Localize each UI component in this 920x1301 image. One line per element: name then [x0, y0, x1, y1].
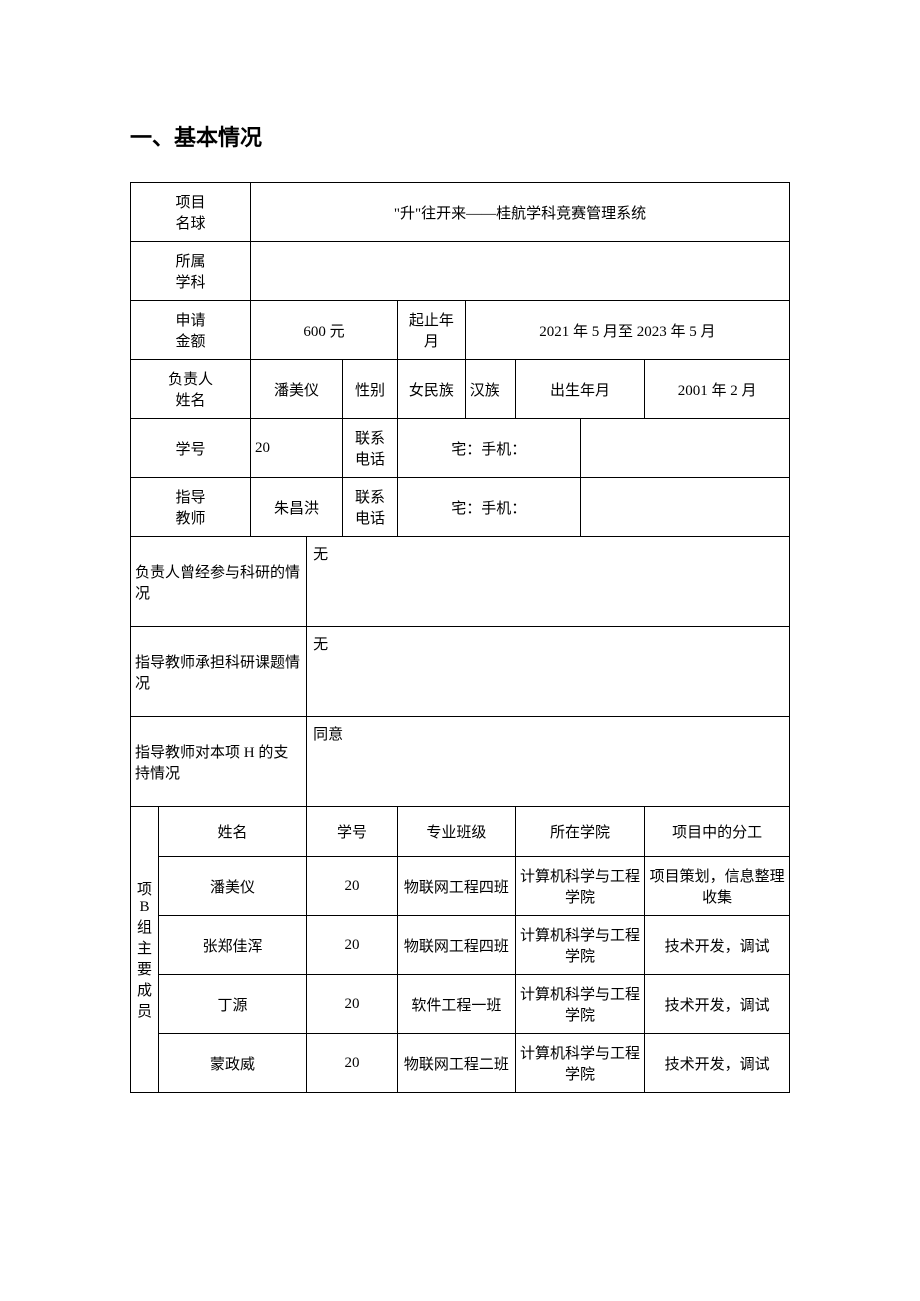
- member-college: 计算机科学与工程学院: [515, 975, 645, 1034]
- label-project-name: 项目名球: [131, 183, 251, 242]
- label-gender: 性别: [342, 360, 397, 419]
- col-role: 项目中的分工: [645, 807, 790, 857]
- member-name: 丁源: [159, 975, 307, 1034]
- member-class: 软件工程一班: [397, 975, 515, 1034]
- label-phone-1: 联系电话: [342, 419, 397, 478]
- basic-info-table: 项目名球 "升"往开来——桂航学科竞赛管理系统 所属学科 申请金额 600 元 …: [130, 182, 790, 1093]
- label-birth: 出生年月: [515, 360, 645, 419]
- phone-empty-1: [580, 419, 789, 478]
- member-name: 张郑佳浑: [159, 916, 307, 975]
- value-birth: 2001 年 2 月: [645, 360, 790, 419]
- member-id: 20: [307, 1034, 398, 1093]
- member-id: 20: [307, 857, 398, 916]
- member-college: 计算机科学与工程学院: [515, 916, 645, 975]
- value-amount: 600 元: [251, 301, 398, 360]
- member-role: 项目策划，信息整理收集: [645, 857, 790, 916]
- label-teacher-support: 指导教师对本项 H 的支持情况: [131, 717, 307, 807]
- label-subject: 所属学科: [131, 242, 251, 301]
- label-student-id: 学号: [131, 419, 251, 478]
- member-name: 蒙政威: [159, 1034, 307, 1093]
- value-teacher: 朱昌洪: [251, 478, 343, 537]
- member-role: 技术开发，调试: [645, 975, 790, 1034]
- value-teacher-support: 同意: [307, 717, 790, 807]
- col-id: 学号: [307, 807, 398, 857]
- member-role: 技术开发，调试: [645, 1034, 790, 1093]
- member-class: 物联网工程四班: [397, 916, 515, 975]
- member-name: 潘美仪: [159, 857, 307, 916]
- label-leader-research: 负责人曾经参与科研的情况: [131, 537, 307, 627]
- label-amount: 申请金额: [131, 301, 251, 360]
- member-college: 计算机科学与工程学院: [515, 857, 645, 916]
- value-ethnicity: 汉族: [465, 360, 515, 419]
- label-duration: 起止年月: [397, 301, 465, 360]
- col-class: 专业班级: [397, 807, 515, 857]
- phone-empty-2: [580, 478, 789, 537]
- label-teacher-research: 指导教师承担科研课题情况: [131, 627, 307, 717]
- label-ethnicity: 女民族: [397, 360, 465, 419]
- value-teacher-research: 无: [307, 627, 790, 717]
- section-heading: 一、基本情况: [130, 120, 790, 152]
- member-class: 物联网工程二班: [397, 1034, 515, 1093]
- label-phone-2: 联系电话: [342, 478, 397, 537]
- member-id: 20: [307, 975, 398, 1034]
- value-phone-2: 宅：手机：: [397, 478, 580, 537]
- value-subject: [251, 242, 790, 301]
- member-role: 技术开发，调试: [645, 916, 790, 975]
- label-teacher: 指导教师: [131, 478, 251, 537]
- label-leader-name: 负责人姓名: [131, 360, 251, 419]
- col-name: 姓名: [159, 807, 307, 857]
- value-leader-research: 无: [307, 537, 790, 627]
- member-college: 计算机科学与工程学院: [515, 1034, 645, 1093]
- value-student-id: 20: [251, 419, 343, 478]
- member-id: 20: [307, 916, 398, 975]
- value-duration: 2021 年 5 月至 2023 年 5 月: [465, 301, 789, 360]
- col-college: 所在学院: [515, 807, 645, 857]
- label-members: 项 B 组主要成员: [131, 807, 159, 1093]
- value-leader-name: 潘美仪: [251, 360, 343, 419]
- value-phone-1: 宅：手机：: [397, 419, 580, 478]
- value-project-name: "升"往开来——桂航学科竞赛管理系统: [251, 183, 790, 242]
- member-class: 物联网工程四班: [397, 857, 515, 916]
